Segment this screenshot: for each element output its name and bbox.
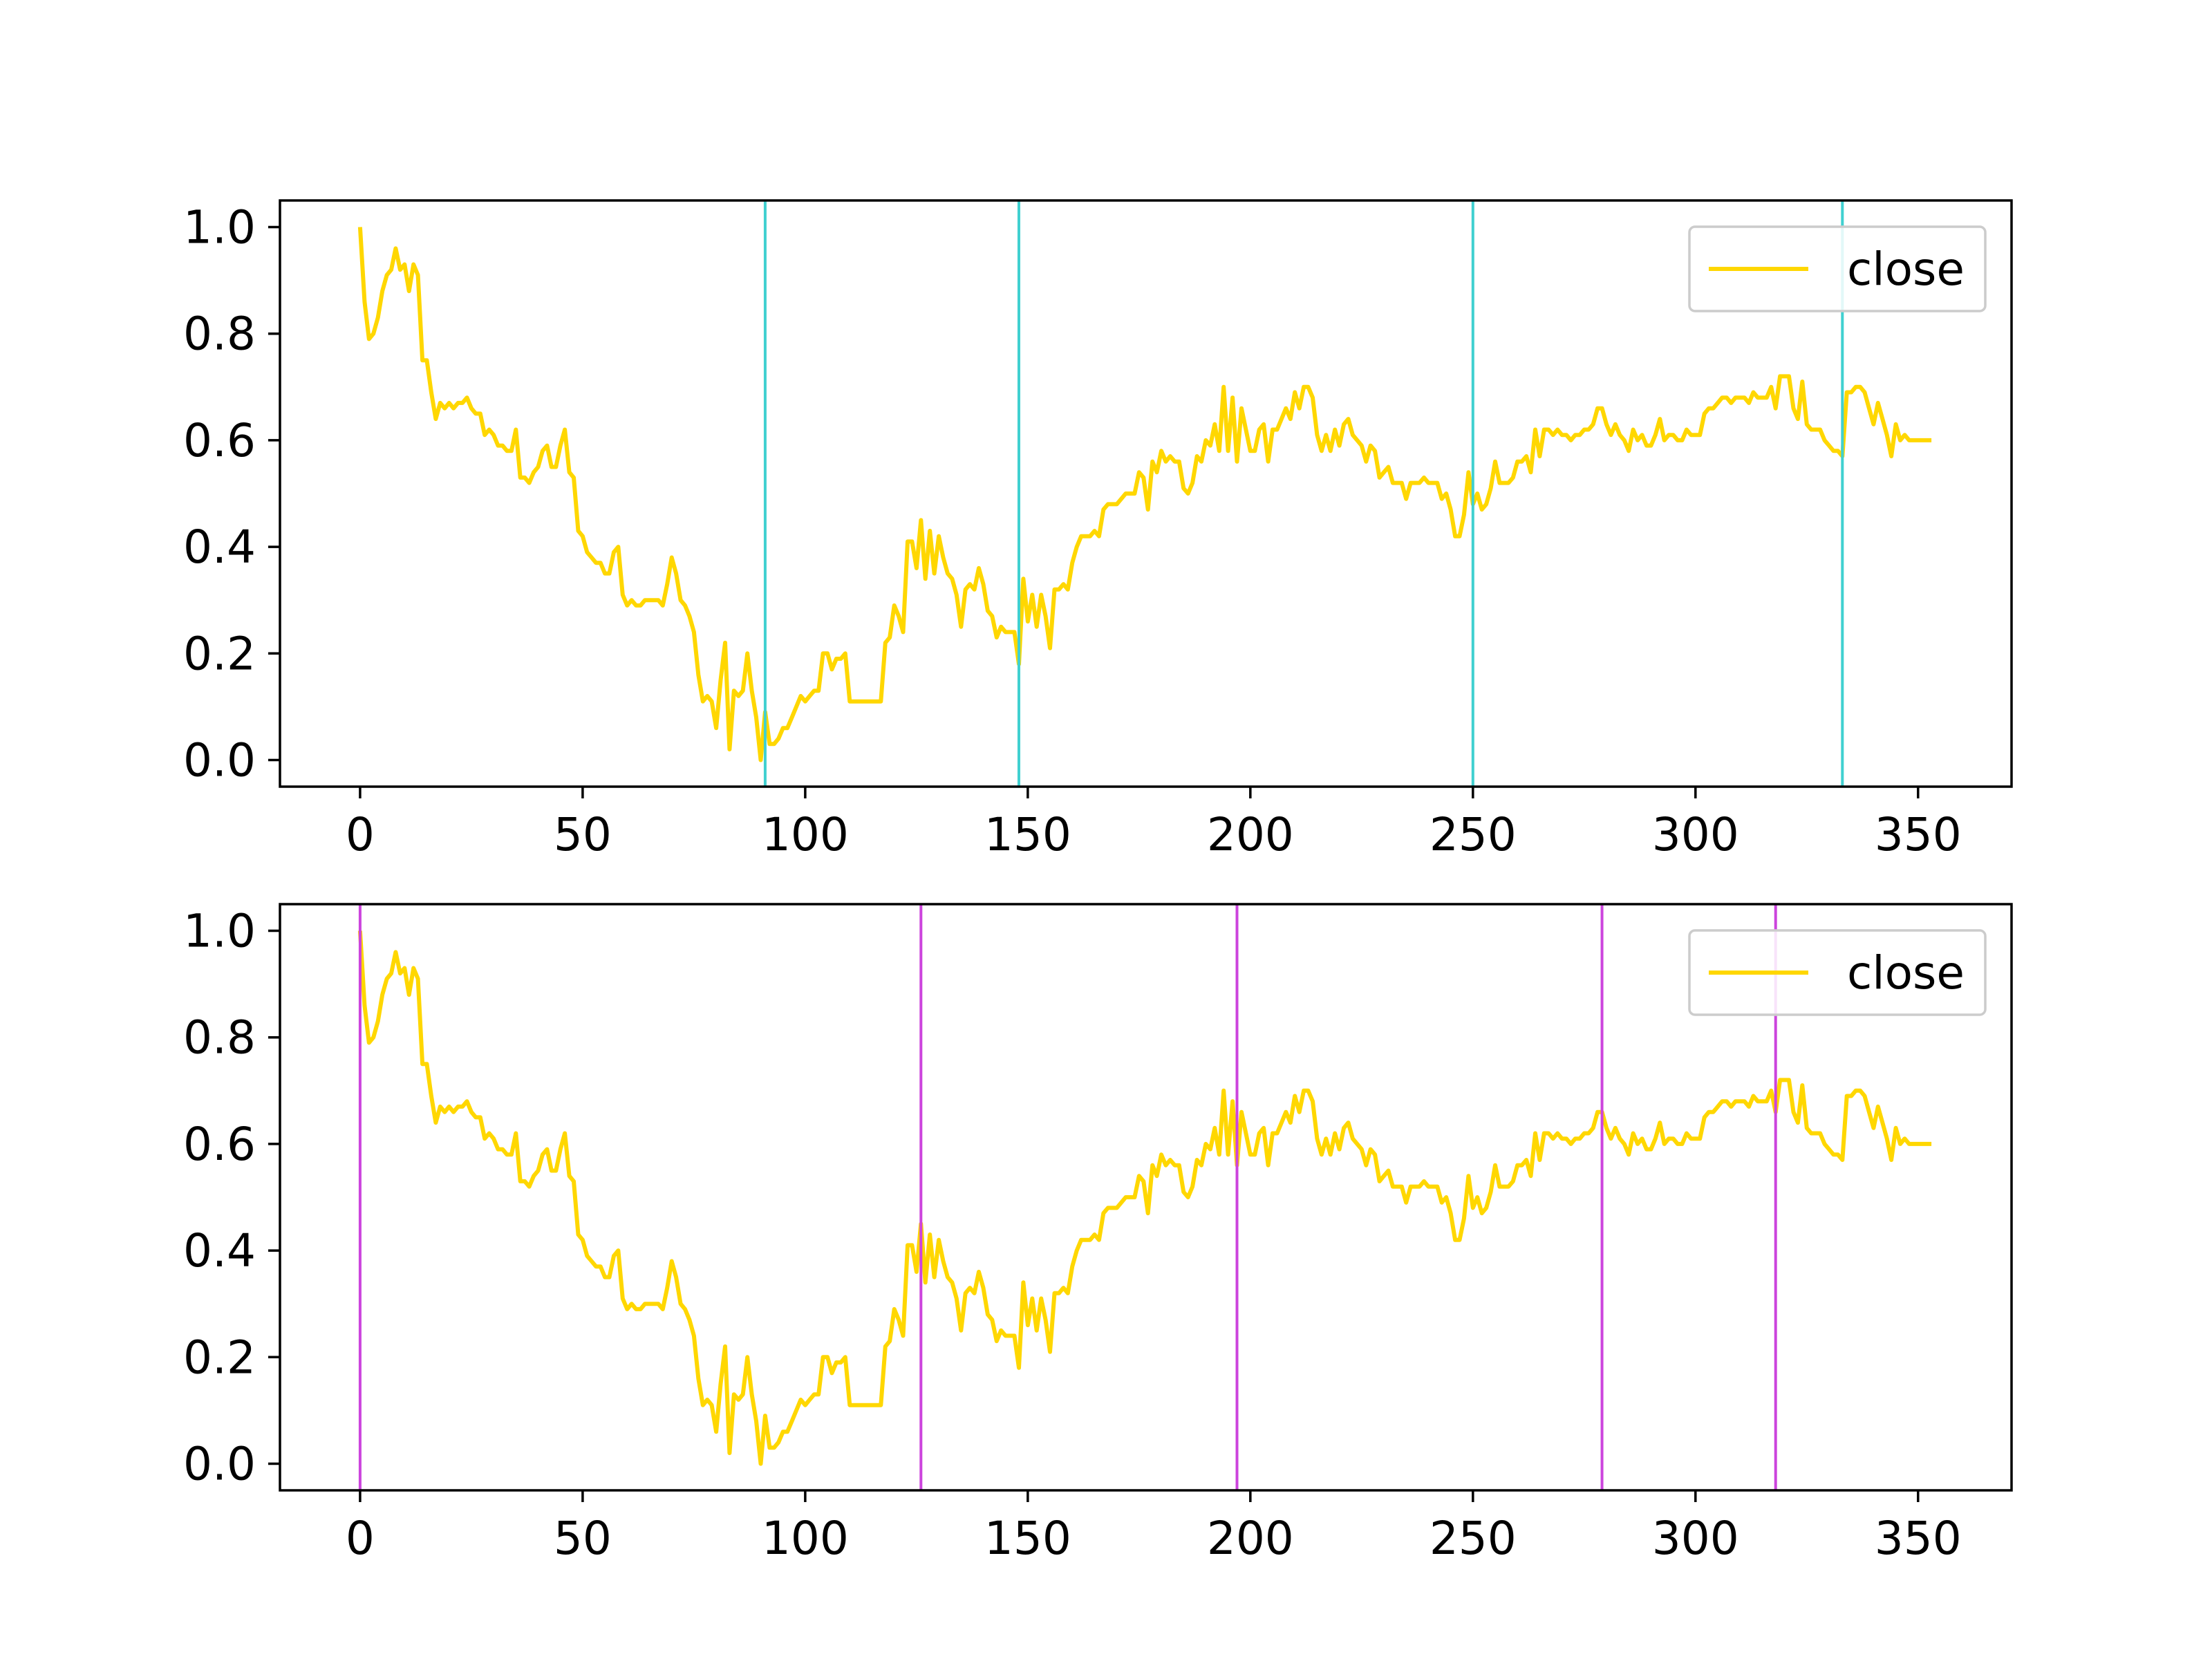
bottom-legend-label: close — [1847, 946, 1965, 1000]
bottom-xtick-label-6: 300 — [1652, 1512, 1739, 1565]
bottom-axes-frame — [279, 903, 2013, 1492]
bottom-ytick-label-1: 0.2 — [183, 1331, 256, 1384]
top-ytick-label-4: 0.8 — [183, 308, 256, 361]
top-ytick-label-3: 0.6 — [183, 414, 256, 467]
bottom-legend: close — [1688, 929, 1987, 1016]
bottom-xtick-label-2: 100 — [762, 1512, 849, 1565]
top-ytick-label-2: 0.4 — [183, 521, 256, 574]
bottom-ytick-label-4: 0.8 — [183, 1011, 256, 1065]
top-axes-frame — [279, 199, 2013, 788]
bottom-xtick-label-3: 150 — [984, 1512, 1071, 1565]
bottom-series-close-line — [357, 930, 1932, 1466]
top-legend-label: close — [1847, 243, 1965, 296]
top-ytick-label-0: 0.0 — [183, 733, 256, 787]
chart-top: 0 50 100 150 200 250 300 350 0.0 0.2 0.4 0.6 0.8 1.0 c… — [183, 199, 2013, 861]
top-xtick-label-3: 150 — [984, 808, 1071, 861]
top-xtick-label-0: 0 — [346, 808, 375, 861]
bottom-xtick-label-0: 0 — [346, 1512, 375, 1565]
bottom-ytick-label-0: 0.0 — [183, 1437, 256, 1490]
top-xtick-label-7: 350 — [1875, 808, 1962, 861]
top-series-close-line — [357, 227, 1932, 762]
top-xtick-label-2: 100 — [762, 808, 849, 861]
bottom-xtick-label-5: 250 — [1430, 1512, 1517, 1565]
bottom-ytick-label-3: 0.6 — [183, 1118, 256, 1171]
top-xtick-label-1: 50 — [554, 808, 612, 861]
top-xtick-label-6: 300 — [1652, 808, 1739, 861]
bottom-xtick-label-1: 50 — [554, 1512, 612, 1565]
bottom-ytick-label-5: 1.0 — [183, 905, 256, 958]
bottom-xtick-label-4: 200 — [1207, 1512, 1294, 1565]
top-legend: close — [1688, 225, 1987, 312]
top-xtick-label-4: 200 — [1207, 808, 1294, 861]
top-xtick-label-5: 250 — [1430, 808, 1517, 861]
top-ytick-label-1: 0.2 — [183, 627, 256, 680]
bottom-ytick-label-2: 0.4 — [183, 1224, 256, 1277]
top-ytick-label-5: 1.0 — [183, 201, 256, 254]
chart-bottom: 0 50 100 150 200 250 300 350 0.0 0.2 0.4 0.6 0.8 1.0 c… — [183, 903, 2013, 1565]
bottom-xtick-label-7: 350 — [1875, 1512, 1962, 1565]
